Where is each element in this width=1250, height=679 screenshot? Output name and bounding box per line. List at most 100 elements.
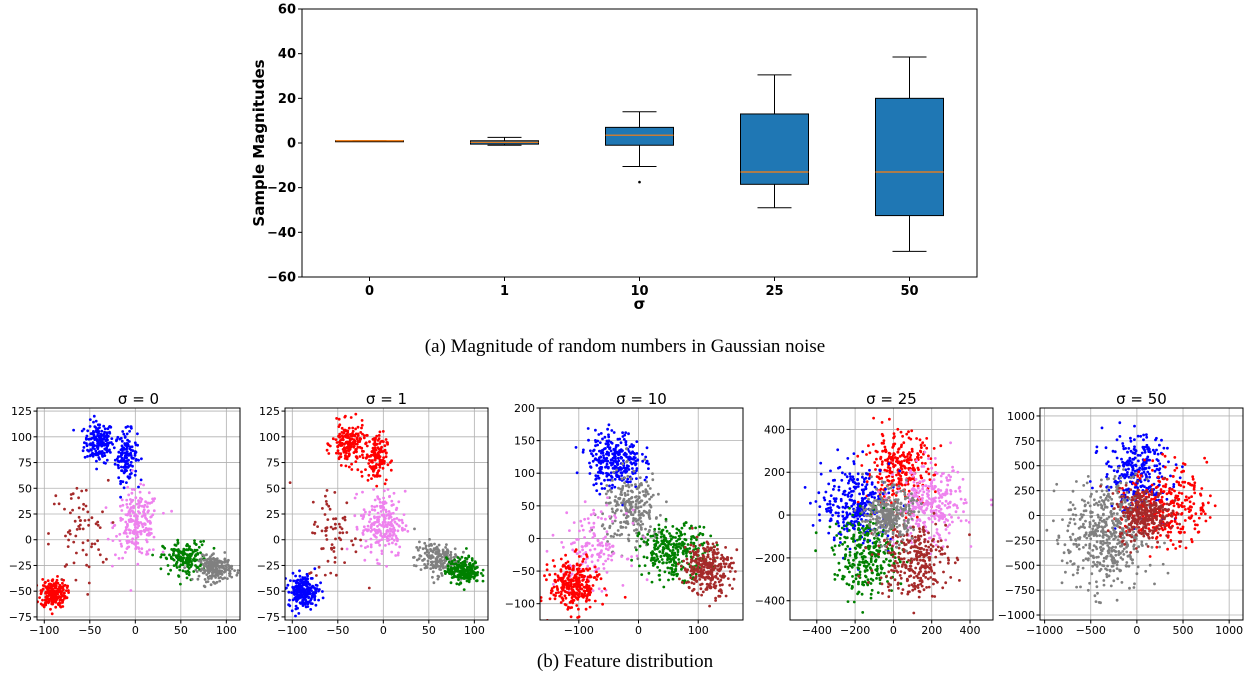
point — [626, 522, 630, 526]
point — [897, 471, 900, 475]
point — [690, 567, 694, 571]
point — [624, 526, 628, 529]
point — [845, 511, 849, 514]
point — [573, 541, 576, 544]
point — [916, 455, 919, 459]
point — [372, 488, 375, 491]
point — [731, 587, 734, 590]
point — [61, 605, 65, 608]
point — [599, 482, 603, 486]
point — [570, 572, 574, 576]
point — [57, 603, 60, 607]
point — [337, 434, 340, 438]
point — [38, 596, 41, 599]
point — [682, 549, 685, 553]
point — [898, 469, 902, 473]
point — [635, 539, 639, 543]
point — [226, 563, 230, 566]
point — [119, 482, 122, 486]
point — [615, 533, 619, 537]
point — [720, 553, 724, 557]
point — [94, 522, 98, 526]
point — [959, 519, 963, 523]
point — [640, 512, 644, 515]
point — [845, 513, 849, 517]
point — [597, 567, 601, 570]
point — [298, 574, 302, 578]
point — [843, 473, 847, 476]
point — [366, 545, 370, 548]
point — [332, 550, 336, 553]
point — [905, 460, 909, 464]
point — [320, 529, 324, 533]
point — [308, 586, 312, 590]
point — [384, 508, 388, 512]
point — [439, 565, 442, 569]
point — [337, 425, 341, 428]
point — [435, 559, 438, 563]
point — [355, 527, 359, 531]
point — [626, 483, 630, 487]
point — [649, 525, 652, 528]
point — [624, 441, 628, 444]
cluster-gray — [590, 447, 668, 561]
point — [868, 468, 871, 472]
point — [389, 515, 393, 519]
point — [661, 551, 665, 555]
point — [575, 587, 579, 591]
point — [572, 599, 576, 602]
point — [634, 483, 637, 486]
point — [655, 533, 659, 537]
point — [378, 500, 382, 504]
point — [456, 568, 460, 572]
point — [120, 447, 124, 451]
point — [592, 483, 596, 487]
point — [210, 571, 214, 575]
point — [202, 564, 206, 568]
point — [664, 552, 668, 555]
point — [713, 581, 717, 584]
point — [128, 540, 131, 544]
point — [360, 419, 364, 422]
point — [116, 457, 119, 461]
point — [909, 437, 913, 441]
point — [398, 545, 402, 549]
point — [147, 491, 151, 495]
point — [924, 462, 927, 465]
point — [122, 486, 126, 490]
point — [581, 548, 584, 552]
point — [944, 499, 948, 503]
point — [635, 469, 638, 472]
point — [87, 523, 90, 527]
point — [607, 501, 611, 505]
point — [619, 490, 623, 494]
point — [355, 525, 359, 529]
point — [645, 500, 649, 504]
x-tick-label: 50 — [422, 624, 436, 637]
point — [701, 556, 705, 559]
x-tick-label: 1 — [500, 284, 509, 299]
point — [582, 569, 586, 573]
point — [425, 548, 429, 552]
point — [445, 570, 449, 574]
point — [638, 491, 641, 494]
point — [847, 479, 851, 483]
point — [705, 582, 709, 586]
point — [106, 478, 110, 482]
point — [381, 505, 385, 509]
point — [631, 508, 635, 512]
point — [466, 566, 469, 570]
point — [213, 568, 217, 572]
point — [943, 504, 947, 507]
point — [637, 518, 640, 522]
point — [390, 499, 394, 503]
point — [672, 557, 675, 561]
point — [883, 445, 887, 449]
point — [187, 571, 191, 574]
point — [199, 540, 203, 543]
point — [354, 550, 358, 554]
point — [664, 517, 668, 521]
point — [139, 500, 143, 503]
point — [578, 550, 582, 554]
point — [61, 581, 64, 585]
